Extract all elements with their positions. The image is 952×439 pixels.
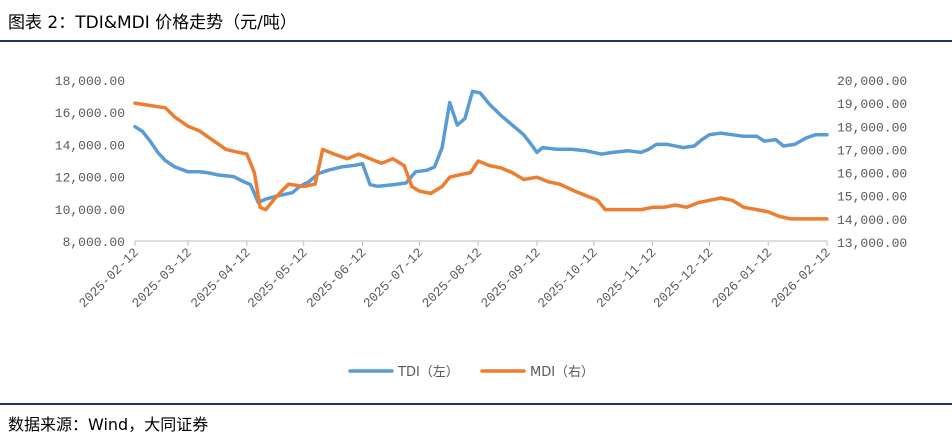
x-tick-label: 2025-08-12 <box>419 245 485 311</box>
x-tick-label: 2026-02-12 <box>768 245 834 311</box>
x-tick-label: 2025-05-12 <box>245 245 311 311</box>
left-tick-label: 16,000.00 <box>55 106 125 121</box>
source-note: 数据来源：Wind，大同证券 <box>8 415 209 434</box>
tdi-series-line <box>133 89 829 205</box>
right-y-axis: 13,000.00 14,000.00 15,000.00 16,000.00 17,0… <box>837 74 907 251</box>
series-layer <box>133 89 829 221</box>
right-tick-label: 16,000.00 <box>837 167 907 182</box>
right-tick-label: 14,000.00 <box>837 213 907 228</box>
x-tick-label: 2025-06-12 <box>304 245 370 311</box>
source-divider <box>0 403 952 405</box>
x-tick-label: 2025-09-12 <box>478 245 544 311</box>
left-tick-label: 8,000.00 <box>63 235 125 250</box>
left-tick-label: 18,000.00 <box>55 74 125 89</box>
left-tick-label: 14,000.00 <box>55 138 125 153</box>
right-tick-label: 19,000.00 <box>837 97 907 112</box>
mdi-series-line <box>133 101 829 221</box>
right-tick-label: 17,000.00 <box>837 143 907 158</box>
right-tick-label: 15,000.00 <box>837 190 907 205</box>
left-y-axis: 8,000.00 10,000.00 12,000.00 14,000.00 16,00… <box>55 74 125 250</box>
legend-mdi-label: MDI（右） <box>530 365 594 380</box>
x-tick-label: 2025-07-12 <box>360 245 426 311</box>
x-tick-label: 2025-10-12 <box>535 245 601 311</box>
x-axis: 2025-02-122025-03-122025-04-122025-05-12… <box>76 240 834 311</box>
right-tick-label: 13,000.00 <box>837 236 907 251</box>
x-tick-label: 2025-12-12 <box>651 245 717 311</box>
price-chart: 8,000.00 10,000.00 12,000.00 14,000.00 16,00… <box>55 74 907 380</box>
x-tick-label: 2025-11-12 <box>594 245 660 311</box>
right-tick-label: 20,000.00 <box>837 74 907 89</box>
x-tick-label: 2025-04-12 <box>188 245 254 311</box>
left-tick-label: 12,000.00 <box>55 171 125 186</box>
legend-tdi-label: TDI（左） <box>397 365 459 380</box>
legend: TDI（左） MDI（右） <box>348 365 594 380</box>
right-tick-label: 18,000.00 <box>837 120 907 135</box>
x-tick-label: 2026-01-12 <box>709 245 775 311</box>
title-divider <box>0 40 952 42</box>
left-tick-label: 10,000.00 <box>55 203 125 218</box>
figure-title: 图表 2：TDI&MDI 价格走势（元/吨） <box>8 13 297 33</box>
